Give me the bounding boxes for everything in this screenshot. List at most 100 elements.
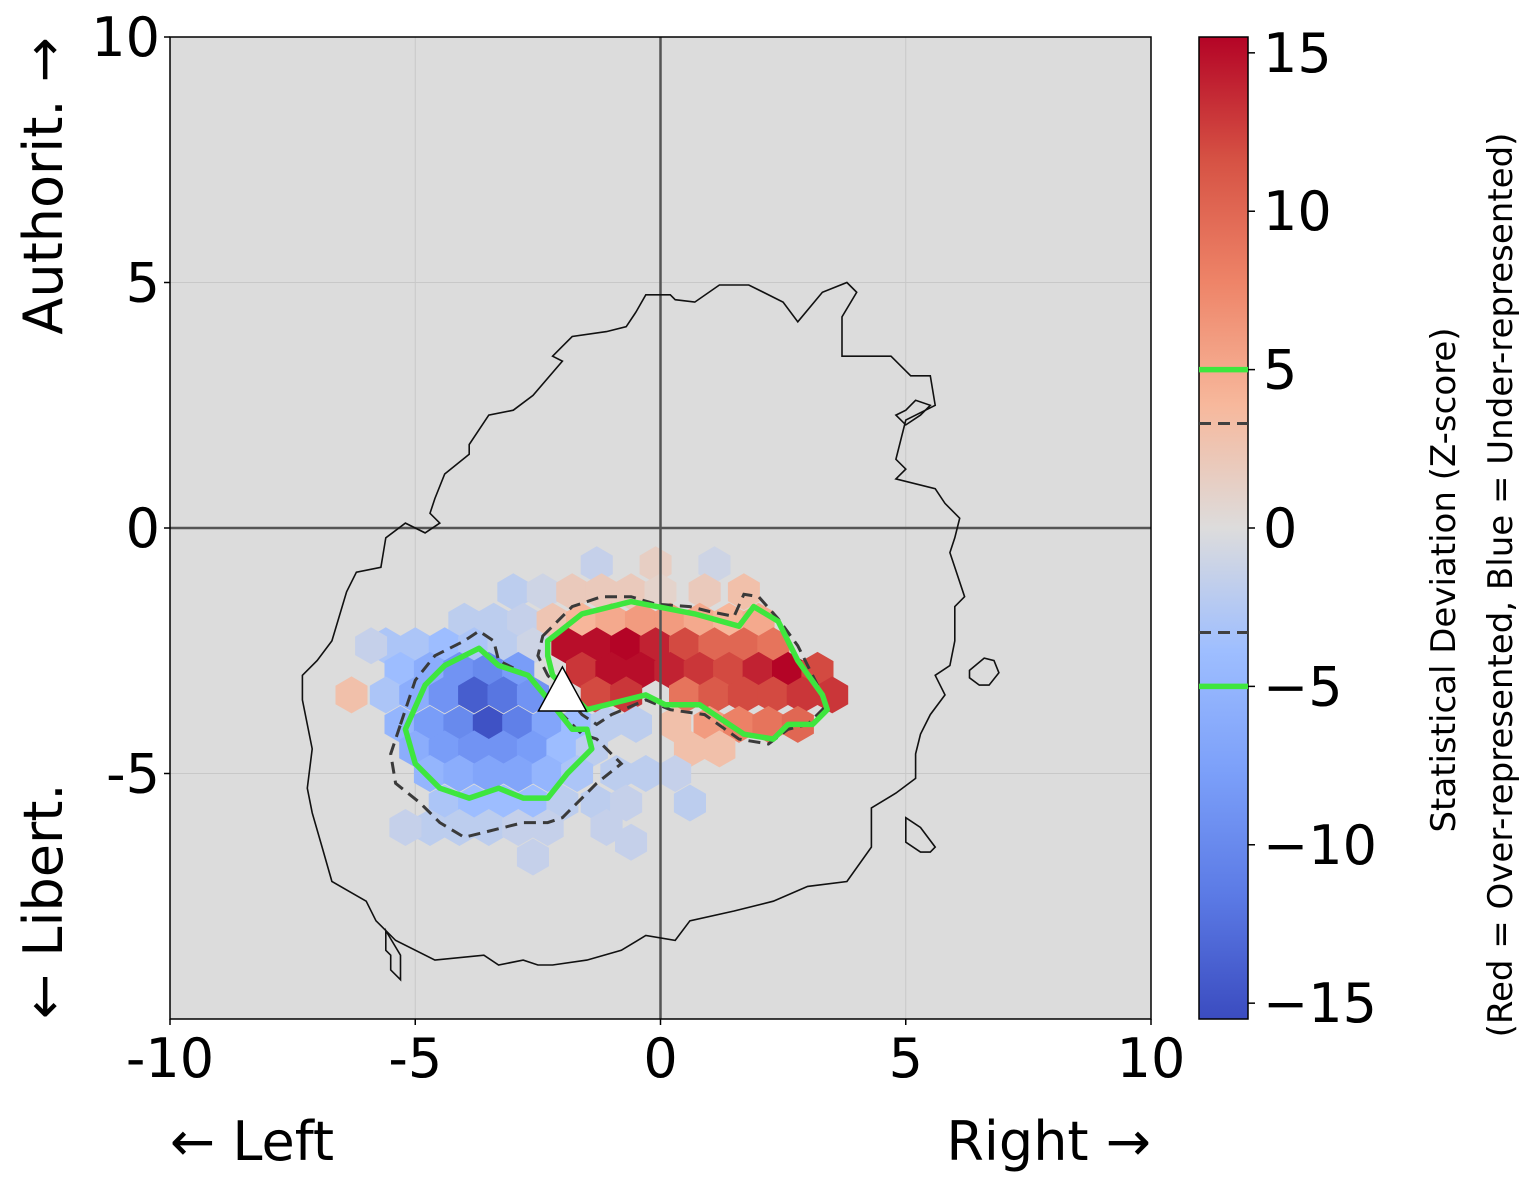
- hex-cell: [497, 573, 530, 611]
- x-tick-labels: -10 -5 0 5 10: [126, 1019, 1185, 1090]
- hex-cell: [516, 784, 549, 822]
- hex-cell: [698, 546, 731, 584]
- hex-cell: [487, 676, 520, 714]
- hex-cell: [659, 755, 692, 792]
- hex-cell: [566, 651, 598, 689]
- x-tick-label: -5: [388, 1027, 442, 1090]
- hex-cell: [727, 676, 760, 714]
- hex-cell: [472, 755, 505, 792]
- hex-cell: [487, 627, 520, 665]
- colorbar-tick-label: 15: [1263, 22, 1332, 85]
- colorbar-tick-label: 5: [1263, 339, 1297, 402]
- colorbar-gradient: [1198, 36, 1249, 1020]
- marker-layer: [537, 665, 588, 712]
- x-tick-label: 5: [889, 1027, 923, 1090]
- hex-cell: [727, 627, 760, 665]
- hex-cell: [590, 809, 623, 846]
- hex-cell: [413, 705, 446, 743]
- contour-outer-island: [384, 927, 402, 982]
- hex-cell: [389, 809, 422, 846]
- hex-cell: [786, 676, 819, 714]
- hex-cell: [595, 651, 628, 689]
- hex-cell: [629, 755, 662, 792]
- hex-cell: [683, 651, 716, 689]
- hex-cell: [624, 602, 657, 640]
- y-tick-label: 5: [126, 252, 160, 315]
- hex-cell: [703, 730, 736, 768]
- x-axis-label-right: Right →: [946, 1110, 1151, 1173]
- hex-cell: [698, 676, 731, 714]
- hex-cell: [526, 573, 559, 611]
- hex-cell: [610, 627, 643, 665]
- contour-negative-dashed: [389, 629, 624, 839]
- hex-cell: [458, 730, 491, 768]
- hex-cell: [443, 809, 476, 846]
- hex-cell: [531, 809, 564, 846]
- hex-cell: [600, 755, 633, 792]
- hex-cell: [502, 809, 535, 846]
- contour-outer-island: [894, 399, 932, 426]
- hex-cell: [502, 705, 535, 743]
- hex-cell: [556, 573, 589, 611]
- hex-cell: [531, 705, 564, 743]
- y-axis-label-top: Authorit. →: [12, 37, 75, 335]
- hex-cell: [673, 730, 706, 768]
- hex-cell: [590, 705, 623, 743]
- position-marker-triangle: [537, 665, 588, 712]
- hex-cell: [335, 676, 368, 714]
- hex-cell: [516, 676, 549, 714]
- y-tick-label: 0: [126, 497, 160, 560]
- hex-cell: [487, 730, 520, 768]
- hex-cell: [615, 823, 648, 861]
- y-axis-label-bottom: ← Libert.: [12, 783, 75, 1019]
- colorbar-tick-label: −15: [1263, 972, 1377, 1035]
- hex-cell: [458, 676, 491, 714]
- hex-cell: [727, 573, 760, 611]
- hex-cell: [428, 730, 461, 768]
- hex-cell: [413, 651, 446, 689]
- hex-cell: [472, 809, 505, 846]
- contour-outer-boundary: [301, 281, 966, 966]
- colorbar-tick-label: 0: [1263, 497, 1297, 560]
- contour-outer-island: [968, 657, 1000, 686]
- hex-cell: [516, 730, 549, 768]
- hex-cell: [654, 651, 687, 689]
- hex-cell: [561, 755, 594, 792]
- colorbar-label-line2: (Red = Over-represented, Blue = Under-re…: [1481, 133, 1521, 1038]
- colorbar-tick-label: −10: [1263, 814, 1377, 877]
- hex-cell: [369, 676, 402, 714]
- hex-cell: [413, 809, 446, 846]
- contour-negative-solid: [402, 645, 595, 801]
- colorbar-label-line1: Statistical Deviation (Z-score): [1424, 327, 1464, 832]
- hex-cell: [757, 676, 790, 714]
- hex-cell: [546, 730, 579, 768]
- zero-axis-lines: [170, 37, 1151, 1019]
- y-tick-labels: 10 5 0 -5: [91, 6, 170, 806]
- colorbar: 15 10 5 0 −5 −10 −15 Statistical Deviation (Z-…: [1198, 22, 1521, 1038]
- hex-cell: [742, 651, 775, 689]
- hex-cell: [698, 627, 731, 665]
- hex-cell: [639, 627, 672, 665]
- x-axis-label-left: ← Left: [170, 1110, 334, 1173]
- colorbar-tick-label: 10: [1263, 180, 1332, 243]
- colorbar-markers: [1199, 366, 1248, 690]
- hex-cell: [384, 651, 417, 689]
- hex-cell: [355, 627, 388, 665]
- hex-cell: [595, 602, 628, 640]
- contour-outer-island: [904, 816, 937, 853]
- hexbin-cells: [335, 546, 849, 876]
- colorbar-ticks: 15 10 5 0 −5 −10 −15: [1248, 22, 1377, 1035]
- hex-cell: [624, 651, 657, 689]
- hex-cell: [585, 573, 618, 611]
- hex-cell: [620, 705, 652, 743]
- hex-cell: [580, 627, 613, 665]
- hex-cell: [757, 627, 790, 665]
- hex-cell: [516, 627, 549, 665]
- hex-cell: [399, 627, 432, 665]
- hex-cell: [580, 546, 613, 584]
- y-tick-label: 10: [91, 6, 160, 69]
- hex-cell: [673, 784, 706, 822]
- hex-cell: [428, 676, 461, 714]
- hex-cell: [531, 755, 564, 792]
